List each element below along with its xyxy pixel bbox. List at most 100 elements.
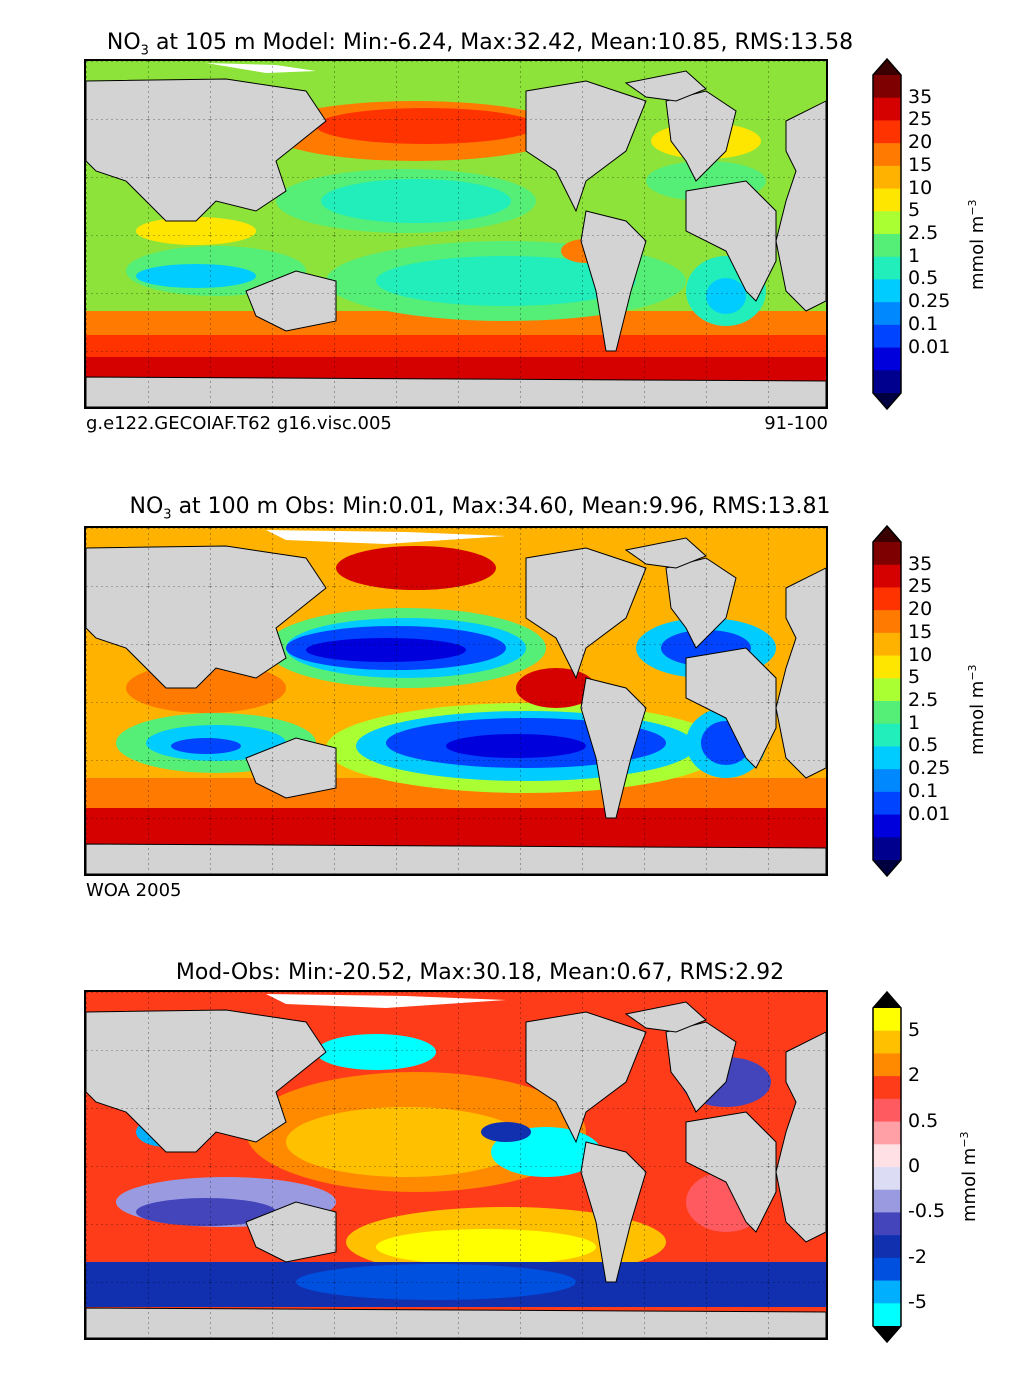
colorbar-under-triangle — [873, 393, 901, 409]
colorbar-segment — [873, 1303, 901, 1327]
colorbar-segment — [873, 1030, 901, 1054]
panel-1-title-prefix: NO — [106, 30, 141, 55]
panel-1-unit-exp: −3 — [966, 199, 979, 216]
panel-3-colorbar — [872, 990, 902, 1344]
colorbar-segment — [873, 791, 901, 816]
colorbar-1-tick-label: 35 — [908, 85, 933, 108]
colorbar-segment — [873, 1280, 901, 1304]
colorbar-2-tick-label: 1 — [908, 711, 921, 734]
colorbar-1-tick-label: 0.25 — [908, 290, 951, 313]
colorbar-3-tick-label: -2 — [908, 1245, 927, 1268]
colorbar-segment — [873, 701, 901, 725]
colorbar-2-tick-label: 0.25 — [908, 757, 951, 780]
colorbar-segment — [873, 1008, 901, 1032]
colorbar-segment — [873, 1235, 901, 1259]
panel-3-unit-text: mmol m — [959, 1147, 980, 1222]
panel-3-map — [84, 990, 828, 1340]
colorbar-1-tick-label: 0.5 — [908, 267, 939, 290]
colorbar-segment — [873, 610, 901, 634]
colorbar-segment — [873, 564, 901, 588]
colorbar-segment — [873, 678, 901, 702]
colorbar-over-triangle — [873, 992, 901, 1008]
colorbar-segment — [873, 75, 901, 99]
panel-1-title-subscript: 3 — [140, 43, 149, 59]
colorbar-3-tick-label: -0.5 — [908, 1200, 946, 1223]
colorbar-segment — [873, 723, 901, 747]
colorbar-1-tick-label: 10 — [908, 176, 933, 199]
colorbar-segment — [873, 542, 901, 566]
panel-3-map-svg — [86, 992, 826, 1338]
colorbar-segment — [873, 837, 901, 861]
colorbar-2-tick-label: 5 — [908, 666, 921, 689]
colorbar-segment — [873, 769, 901, 793]
panel-3-title-rest: Mod-Obs: Min:-20.52, Max:30.18, Mean:0.6… — [175, 960, 785, 985]
colorbar-segment — [873, 211, 901, 235]
colorbar-segment — [873, 97, 901, 121]
panel-1-footer-right: 91-100 — [764, 413, 828, 434]
panel-3-unit-exp: −3 — [958, 1131, 971, 1148]
panel-2-colorbar-unit: mmol m−3 — [966, 664, 988, 755]
colorbar-segment — [873, 234, 901, 258]
colorbar-segment — [873, 165, 901, 190]
panel-1-colorbar — [872, 57, 902, 411]
colorbar-segment — [873, 632, 901, 657]
colorbar-over-triangle — [873, 59, 901, 75]
panel-1-unit-text: mmol m — [967, 215, 988, 290]
colorbar-3-tick-label: -5 — [908, 1291, 927, 1314]
colorbar-2-svg — [872, 524, 902, 878]
colorbar-1-tick-label: 25 — [908, 108, 933, 131]
panel-3-colorbar-unit: mmol m−3 — [958, 1131, 980, 1222]
colorbar-3-tick-label: 2 — [908, 1064, 921, 1087]
grid-lines — [86, 528, 826, 874]
colorbar-2-tick-label: 25 — [908, 575, 933, 598]
colorbar-segment — [873, 370, 901, 394]
colorbar-1-tick-label: 15 — [908, 153, 933, 176]
colorbar-segment — [873, 1121, 901, 1145]
colorbar-segment — [873, 587, 901, 611]
colorbar-segment — [873, 746, 901, 770]
colorbar-under-triangle — [873, 1326, 901, 1342]
colorbar-segment — [873, 814, 901, 838]
panel-1-title-rest: at 105 m Model: Min:-6.24, Max:32.42, Me… — [148, 30, 854, 55]
colorbar-segment — [873, 302, 901, 326]
colorbar-segment — [873, 1076, 901, 1100]
colorbar-over-triangle — [873, 526, 901, 542]
panel-2-map — [84, 526, 828, 876]
panel-2-unit-exp: −3 — [966, 664, 979, 681]
colorbar-segment — [873, 1212, 901, 1236]
colorbar-2-tick-label: 0.01 — [908, 802, 951, 825]
colorbar-segment — [873, 1098, 901, 1123]
colorbar-2-tick-label: 35 — [908, 552, 933, 575]
panel-1-map-svg — [86, 61, 826, 407]
colorbar-2-tick-label: 20 — [908, 598, 933, 621]
colorbar-1-tick-label: 2.5 — [908, 222, 939, 244]
colorbar-under-triangle — [873, 860, 901, 876]
colorbar-1-tick-label: 1 — [908, 244, 921, 267]
panel-2-title-prefix: NO — [129, 494, 164, 519]
colorbar-segment — [873, 188, 901, 212]
colorbar-2-tick-label: 0.5 — [908, 734, 939, 757]
panel-3-title: Mod-Obs: Min:-20.52, Max:30.18, Mean:0.6… — [0, 960, 960, 985]
colorbar-2-tick-label: 0.1 — [908, 779, 939, 802]
panel-1-title: NO3 at 105 m Model: Min:-6.24, Max:32.42… — [0, 30, 960, 58]
panel-1-footer-left: g.e122.GECOIAF.T62 g16.visc.005 — [86, 413, 392, 434]
panel-1-colorbar-unit: mmol m−3 — [966, 199, 988, 290]
colorbar-segment — [873, 279, 901, 303]
colorbar-3-tick-label: 0.5 — [908, 1109, 939, 1132]
grid-lines — [86, 992, 826, 1338]
grid-lines — [86, 61, 826, 407]
colorbar-1-tick-label: 20 — [908, 131, 933, 154]
colorbar-segment — [873, 1257, 901, 1282]
colorbar-1-tick-label: 0.1 — [908, 312, 939, 335]
colorbar-3-tick-label: 0 — [908, 1155, 921, 1177]
colorbar-segment — [873, 1053, 901, 1077]
colorbar-segment — [873, 347, 901, 371]
panel-1-map — [84, 59, 828, 409]
colorbar-segment — [873, 655, 901, 679]
colorbar-segment — [873, 143, 901, 167]
panel-2-title: NO3 at 100 m Obs: Min:0.01, Max:34.60, M… — [0, 494, 960, 522]
colorbar-segment — [873, 120, 901, 144]
colorbar-2-tick-label: 2.5 — [908, 689, 939, 711]
colorbar-1-tick-label: 0.01 — [908, 335, 951, 358]
colorbar-segment — [873, 1167, 901, 1191]
